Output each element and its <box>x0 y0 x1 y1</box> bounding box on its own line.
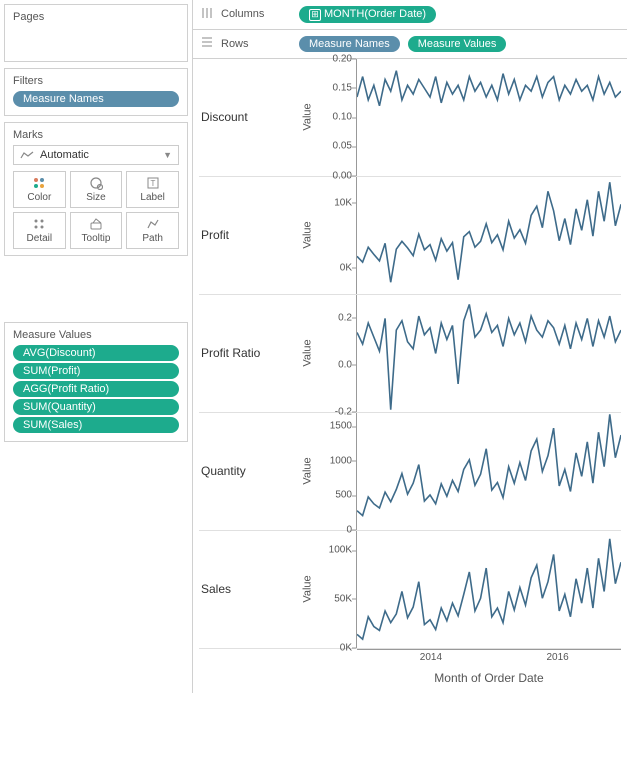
mark-btn-label: Color <box>27 192 51 203</box>
pages-title: Pages <box>13 11 179 23</box>
x-tick: 2014 <box>420 652 442 663</box>
y-tick: 10K <box>334 197 352 208</box>
sidebar: Pages Filters Measure Names Marks Automa… <box>0 0 192 693</box>
mark-btn-label: Detail <box>27 233 53 244</box>
rows-icon <box>201 36 215 51</box>
mark-btn-tooltip[interactable]: Tooltip <box>70 212 123 249</box>
rows-pill-measure-values[interactable]: Measure Values <box>408 36 507 52</box>
plot-area[interactable] <box>357 295 621 412</box>
y-tick: 0K <box>340 642 352 653</box>
panel-label: Profit Ratio <box>199 295 299 412</box>
marks-card: Marks Automatic ▼ Color Size T Label Detail T… <box>4 122 188 256</box>
y-tick: 0.2 <box>338 312 352 323</box>
mark-btn-label: Tooltip <box>82 233 111 244</box>
y-axis-title: Value <box>299 413 317 530</box>
x-tick: 2016 <box>547 652 569 663</box>
panel-label: Sales <box>199 531 299 648</box>
measure-pill[interactable]: SUM(Profit) <box>13 363 179 379</box>
mark-btn-detail[interactable]: Detail <box>13 212 66 249</box>
chart-row-quantity: QuantityValue050010001500 <box>199 413 621 531</box>
x-axis-title: Month of Order Date <box>357 667 621 693</box>
y-tick: 100K <box>329 545 352 556</box>
y-tick: 1500 <box>330 421 352 432</box>
color-icon <box>32 176 46 190</box>
panel-label: Quantity <box>199 413 299 530</box>
y-axis: 0.000.050.100.150.20 <box>317 59 357 176</box>
tooltip-icon <box>89 217 103 231</box>
rows-label: Rows <box>221 38 249 50</box>
measure-values-card: Measure Values AVG(Discount) SUM(Profit) A… <box>4 322 188 442</box>
label-icon: T <box>146 176 160 190</box>
mark-btn-size[interactable]: Size <box>70 171 123 208</box>
marks-type-dropdown[interactable]: Automatic ▼ <box>13 145 179 165</box>
y-tick: 500 <box>335 490 352 501</box>
x-axis: 2014 2016 <box>357 649 621 667</box>
detail-icon <box>32 217 46 231</box>
y-tick: 0K <box>340 262 352 273</box>
y-axis-title: Value <box>299 295 317 412</box>
y-axis: 0K 10K <box>317 177 357 294</box>
panel-label: Discount <box>199 59 299 176</box>
size-icon <box>89 176 103 190</box>
y-axis: 050010001500 <box>317 413 357 530</box>
marks-title: Marks <box>13 129 179 141</box>
plot-area[interactable] <box>357 177 621 294</box>
measure-pill[interactable]: AGG(Profit Ratio) <box>13 381 179 397</box>
y-tick: 1000 <box>330 455 352 466</box>
mark-btn-label: Path <box>142 233 163 244</box>
chart-row-discount: DiscountValue0.000.050.100.150.20 <box>199 59 621 177</box>
y-axis-title: Value <box>299 177 317 294</box>
columns-label: Columns <box>221 8 264 20</box>
chart-row-sales: SalesValue0K50K100K <box>199 531 621 649</box>
y-axis: 0K50K100K <box>317 531 357 648</box>
caret-down-icon: ▼ <box>163 150 172 160</box>
y-tick: 50K <box>334 593 352 604</box>
measure-pill[interactable]: AVG(Discount) <box>13 345 179 361</box>
chart-row-profit-ratio: Profit RatioValue-0.20.00.2 <box>199 295 621 413</box>
y-axis-title: Value <box>299 59 317 176</box>
rows-shelf[interactable]: Rows Measure Names Measure Values <box>193 30 627 59</box>
columns-icon <box>201 7 215 22</box>
y-axis: -0.20.00.2 <box>317 295 357 412</box>
y-tick: 0.10 <box>333 112 352 123</box>
y-tick: 0.05 <box>333 141 352 152</box>
panel-label: Profit <box>199 177 299 294</box>
columns-shelf[interactable]: Columns ⊞MONTH(Order Date) <box>193 0 627 30</box>
measure-pill[interactable]: SUM(Quantity) <box>13 399 179 415</box>
y-axis-title: Value <box>299 531 317 648</box>
path-icon <box>146 217 160 231</box>
chart-row-profit: ProfitValue 0K 10K <box>199 177 621 295</box>
filters-card: Filters Measure Names <box>4 68 188 116</box>
svg-text:T: T <box>150 179 155 188</box>
plot-area[interactable] <box>357 59 621 176</box>
mark-btn-label: Size <box>86 192 105 203</box>
mark-btn-color[interactable]: Color <box>13 171 66 208</box>
mark-btn-path[interactable]: Path <box>126 212 179 249</box>
rows-pill-measure-names[interactable]: Measure Names <box>299 36 400 52</box>
mark-btn-label: Label <box>140 192 164 203</box>
automatic-line-icon <box>20 150 34 160</box>
filter-pill-measure-names[interactable]: Measure Names <box>13 91 179 107</box>
plot-area[interactable] <box>357 413 621 530</box>
marks-dropdown-label: Automatic <box>40 149 89 161</box>
expand-icon: ⊞ <box>309 9 321 21</box>
columns-pill-month[interactable]: ⊞MONTH(Order Date) <box>299 6 436 23</box>
filters-title: Filters <box>13 75 179 87</box>
y-tick: 0.0 <box>338 359 352 370</box>
mark-btn-label[interactable]: T Label <box>126 171 179 208</box>
plot-area[interactable] <box>357 531 621 648</box>
measure-pill[interactable]: SUM(Sales) <box>13 417 179 433</box>
pages-card: Pages <box>4 4 188 62</box>
measure-values-title: Measure Values <box>13 329 179 341</box>
main-area: Columns ⊞MONTH(Order Date) Rows Measure … <box>192 0 627 693</box>
y-tick: 0.15 <box>333 82 352 93</box>
y-tick: 0.20 <box>333 53 352 64</box>
